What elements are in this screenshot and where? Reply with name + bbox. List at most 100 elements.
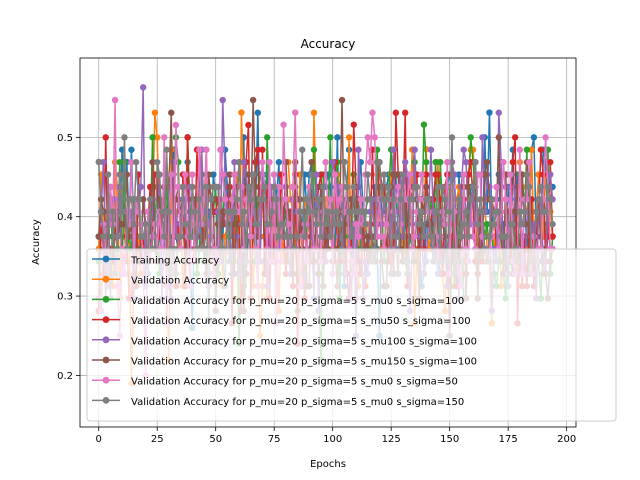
legend-label: Validation Accuracy [131, 276, 229, 287]
data-point [196, 146, 203, 153]
legend-label: Validation Accuracy for p_mu=20 p_sigma=… [131, 357, 477, 368]
data-point [364, 171, 371, 178]
data-point [533, 208, 540, 215]
data-point [495, 208, 502, 215]
data-point [544, 183, 552, 191]
legend-marker [102, 255, 110, 263]
y-axis-label: Accuracy [31, 219, 42, 265]
data-point [476, 196, 484, 203]
data-point [434, 183, 442, 191]
data-point [423, 183, 430, 191]
data-point [434, 171, 442, 178]
data-point [427, 233, 435, 240]
data-point [210, 171, 217, 178]
data-point [254, 220, 262, 228]
data-point [357, 196, 364, 203]
legend: Training Accuracy Validation Accuracy Vali… [86, 248, 617, 422]
data-point [172, 121, 180, 129]
data-point [179, 183, 187, 191]
data-point [416, 220, 423, 228]
data-point [455, 196, 463, 203]
legend-entry: Validation Accuracy for p_mu=20 p_sigma=… [92, 377, 458, 388]
data-point [224, 208, 231, 215]
legend-entry: Validation Accuracy for p_mu=20 p_sigma=… [92, 336, 477, 347]
data-point [142, 220, 149, 228]
data-point [135, 196, 142, 203]
data-point [427, 146, 435, 153]
data-point [523, 171, 531, 178]
data-point [95, 233, 102, 240]
data-point [198, 220, 205, 228]
data-point [294, 233, 301, 240]
data-point [350, 183, 357, 191]
data-point [472, 158, 479, 166]
data-point [350, 121, 357, 128]
legend-entry: Validation Accuracy for p_mu=20 p_sigma=… [92, 357, 477, 368]
data-point [369, 109, 376, 116]
data-point [460, 171, 467, 178]
data-point [334, 208, 341, 215]
data-point [310, 208, 318, 215]
y-tick-label: 0.3 [57, 292, 73, 303]
data-point [439, 208, 446, 215]
data-point [343, 183, 350, 191]
data-point [420, 121, 428, 128]
data-point [308, 158, 315, 166]
data-point [240, 208, 247, 215]
data-point [139, 196, 147, 203]
data-point [502, 196, 510, 203]
data-point [462, 208, 470, 215]
data-point [137, 183, 145, 191]
data-point [446, 208, 453, 215]
data-point [547, 171, 554, 178]
data-point [249, 171, 257, 178]
data-point [128, 146, 135, 153]
data-point [465, 233, 472, 240]
data-point [409, 196, 416, 203]
data-point [549, 233, 556, 240]
data-point [479, 208, 486, 215]
data-point [425, 196, 432, 203]
data-point [128, 196, 135, 203]
legend-label: Validation Accuracy for p_mu=20 p_sigma=… [131, 296, 464, 307]
data-point [247, 196, 254, 203]
data-point [109, 208, 116, 215]
data-point [458, 233, 465, 240]
data-point [306, 208, 313, 215]
data-point [233, 196, 240, 203]
data-point [469, 183, 477, 191]
data-point [366, 158, 374, 166]
data-point [535, 196, 542, 203]
data-point [355, 146, 362, 153]
data-point [189, 183, 196, 191]
data-point [100, 220, 107, 228]
data-point [542, 134, 549, 141]
x-tick-label: 75 [268, 434, 281, 445]
data-point [460, 146, 467, 153]
legend-entry: Validation Accuracy for p_mu=20 p_sigma=… [92, 397, 464, 408]
data-point [411, 146, 418, 153]
data-point [483, 220, 491, 228]
data-point [324, 208, 332, 215]
data-point [259, 196, 266, 203]
data-point [441, 220, 449, 228]
data-point [390, 196, 397, 203]
data-point [490, 220, 498, 228]
data-point [437, 233, 444, 240]
data-point [189, 171, 196, 178]
legend-label: Validation Accuracy for p_mu=20 p_sigma=… [131, 336, 477, 347]
data-point [221, 196, 229, 203]
data-point [275, 183, 283, 191]
data-point [149, 134, 156, 141]
data-point [184, 220, 191, 228]
data-point [378, 233, 386, 240]
data-point [226, 171, 233, 178]
data-point [432, 208, 439, 215]
data-point [128, 158, 135, 166]
data-point [479, 134, 486, 141]
data-point [238, 183, 245, 191]
data-point [355, 233, 362, 240]
data-point [130, 220, 138, 228]
data-point [219, 171, 226, 178]
